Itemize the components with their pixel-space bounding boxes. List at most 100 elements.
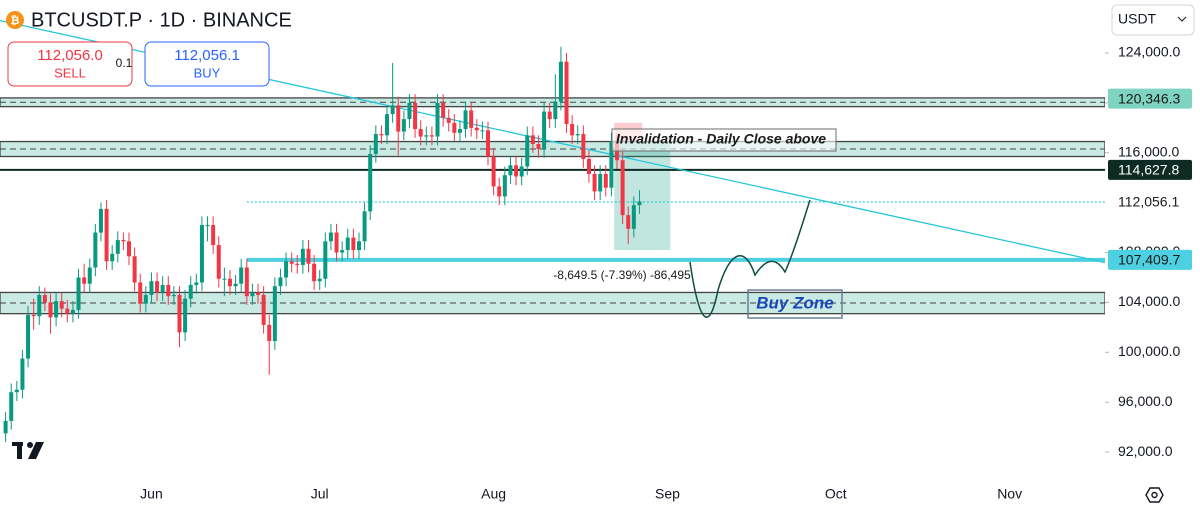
candle-body (368, 154, 373, 212)
candle-body (70, 309, 75, 314)
candle-body (373, 134, 378, 155)
level-label-box (1108, 88, 1192, 109)
sell-price: 112,056.0 (37, 47, 103, 64)
candle-body (250, 292, 255, 297)
candle-body (581, 134, 586, 160)
candle-body (570, 124, 575, 136)
candle-body (171, 294, 176, 297)
candle-body (160, 284, 165, 293)
candle-body (20, 358, 25, 390)
candle-body (211, 225, 216, 246)
candle-body (452, 122, 457, 133)
candle-body (121, 240, 126, 242)
candle-body (222, 278, 227, 280)
candle-body (155, 281, 160, 293)
coin-glyph: ₿ (11, 15, 20, 27)
candle-body (530, 135, 535, 145)
candle-body (138, 282, 143, 304)
candle-body (278, 277, 283, 287)
candle-body (216, 245, 221, 279)
candle-body (188, 284, 193, 299)
candle-body (194, 282, 199, 285)
candle-body (233, 283, 238, 287)
symbol: BTCUSDT.P · 1D · BINANCE (31, 9, 292, 31)
candle-body (289, 261, 294, 264)
candle-body (356, 241, 361, 251)
candle-body (362, 211, 367, 242)
x-tick-label: Jul (311, 486, 329, 502)
measure-label: -8,649.5 (-7.39%) -86,495 (553, 268, 691, 282)
buy-price: 112,056.1 (174, 47, 240, 64)
quantity: 0.1 (116, 56, 133, 70)
candle-body (59, 301, 64, 309)
candle-body (598, 173, 603, 192)
candle-body (626, 215, 631, 229)
candle-body (390, 105, 395, 115)
candle-body (127, 241, 132, 257)
candle-body (491, 156, 496, 187)
candle-body (256, 292, 261, 295)
candle-body (31, 314, 36, 317)
sell-label: SELL (54, 65, 86, 80)
candle-body (272, 286, 277, 342)
candle-body (525, 135, 530, 167)
candle-body (312, 263, 317, 282)
candle-body (26, 314, 31, 359)
candle-body (536, 144, 541, 150)
candle-body (183, 298, 188, 333)
candle-body (149, 281, 154, 295)
level-label: 120,346.3 (1118, 90, 1180, 106)
candle-body (592, 173, 597, 192)
candle-body (480, 130, 485, 132)
y-tick-label: 116,000.0 (1118, 143, 1179, 159)
tv-logo (12, 442, 44, 459)
candle-body (87, 267, 92, 284)
candle-body (65, 308, 70, 314)
sell-button[interactable] (7, 41, 133, 87)
buy-label: BUY (194, 65, 221, 80)
candle-body (93, 232, 98, 268)
candle-body (199, 225, 204, 283)
candle-body (474, 127, 479, 131)
projection-path (689, 199, 811, 318)
candle-body (42, 294, 47, 303)
currency: USDT (1118, 11, 1157, 27)
x-tick-label: Sep (655, 486, 680, 502)
candle-body (205, 225, 210, 227)
candle-body (385, 114, 390, 136)
candle-body (132, 256, 137, 283)
candle-body (558, 61, 563, 102)
level-label: 107,409.7 (1118, 252, 1180, 268)
level-label: 114,627.8 (1118, 162, 1179, 178)
candle-body (631, 205, 636, 229)
candle-body (424, 135, 429, 137)
coin-icon (6, 11, 24, 29)
candle-body (284, 261, 289, 278)
candle-body (407, 102, 412, 120)
candle-body (379, 134, 384, 136)
candle-body (514, 165, 519, 177)
candle-body (244, 267, 249, 297)
candle-body (166, 284, 171, 297)
candle-body (435, 102, 440, 137)
price-axis: 124,000.0120,000.0116,000.0108,000.0104,… (140, 44, 1192, 502)
candle-body (497, 186, 502, 197)
currency-button[interactable] (1111, 4, 1195, 36)
candle-body (177, 294, 182, 333)
candle-body (267, 324, 272, 342)
candle-body (98, 208, 103, 233)
candle-body (239, 267, 244, 284)
settings-icon[interactable] (1145, 487, 1164, 503)
candle-body (441, 102, 446, 118)
candle-body (143, 294, 148, 304)
buy-button[interactable] (144, 41, 270, 87)
dropdown-arrow (1177, 16, 1187, 22)
buy-zone-box (747, 289, 843, 319)
candle-body (469, 110, 474, 128)
x-tick-label: Aug (481, 486, 506, 502)
candle-body (586, 159, 591, 174)
candle-body (227, 278, 232, 287)
candle-body (115, 240, 120, 254)
candle-body (553, 101, 558, 120)
